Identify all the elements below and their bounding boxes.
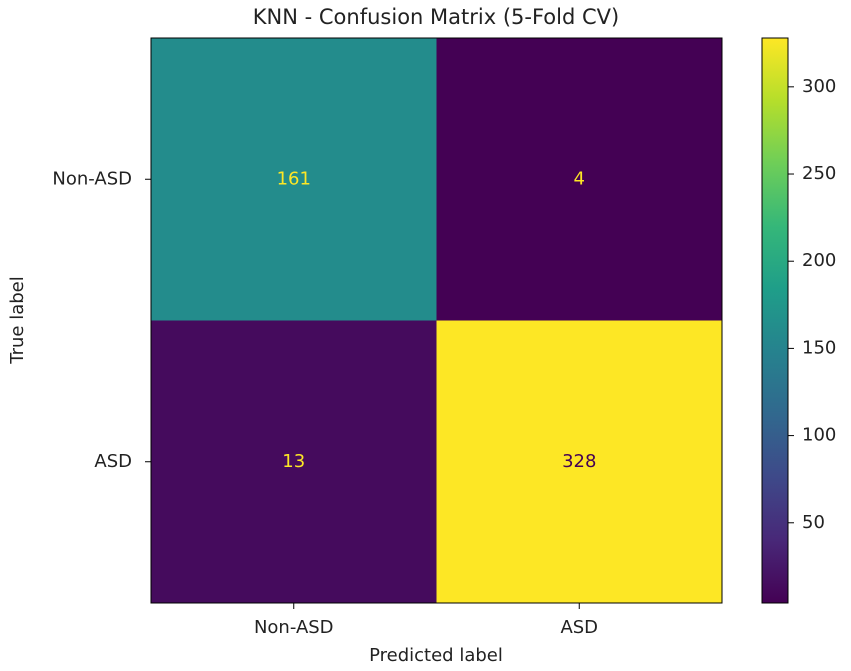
plot-frame <box>150 37 723 604</box>
cell <box>151 38 437 321</box>
colorbar-tick-label: 150 <box>802 337 836 358</box>
x-axis-label: Predicted label <box>369 645 503 666</box>
cell <box>436 320 723 604</box>
cell-label: 4 <box>574 168 585 189</box>
chart-title: KNN - Confusion Matrix (5-Fold CV) <box>253 5 619 29</box>
y-tick-label: ASD <box>94 451 132 472</box>
cell-label: 328 <box>562 451 596 472</box>
colorbar-tick-label: 100 <box>802 425 836 446</box>
y-axis-label: True label <box>7 276 28 365</box>
cell-label: 13 <box>282 451 305 472</box>
x-tick-label: ASD <box>560 617 598 638</box>
colorbar-tick-label: 300 <box>802 76 836 97</box>
y-tick-label: Non-ASD <box>52 168 132 189</box>
colorbar-tick-label: 250 <box>802 163 836 184</box>
cell <box>151 320 437 604</box>
cell-label: 161 <box>277 168 311 189</box>
cell <box>436 38 723 321</box>
colorbar-tick-label: 200 <box>802 250 836 271</box>
colorbar-tick-label: 50 <box>802 512 825 533</box>
colorbar <box>761 37 789 604</box>
x-tick-label: Non-ASD <box>254 617 334 638</box>
